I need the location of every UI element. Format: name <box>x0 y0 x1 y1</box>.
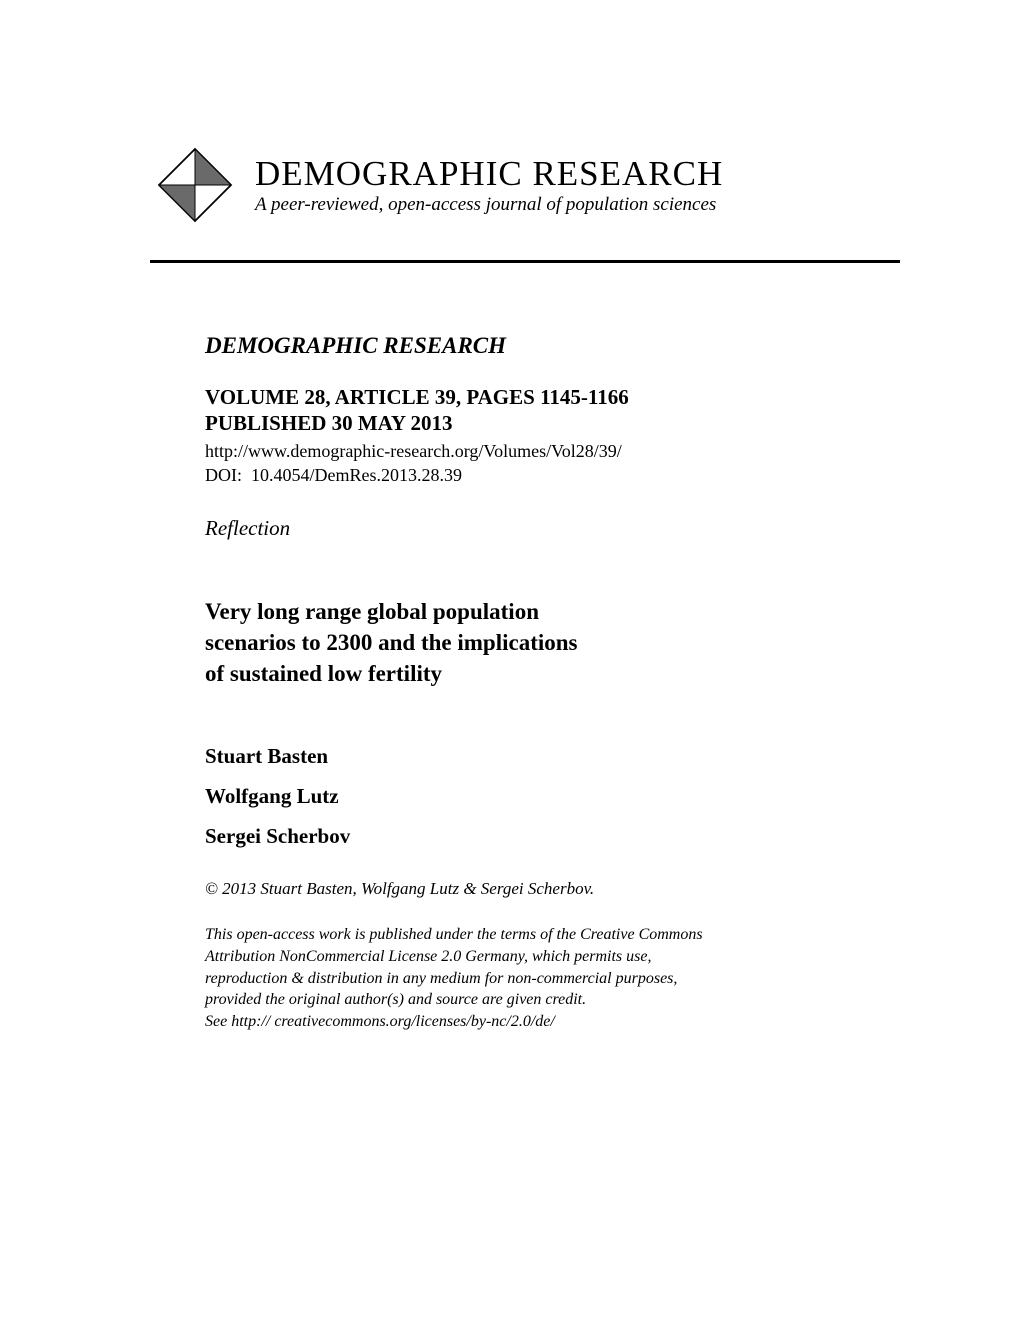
logo-subtitle: A peer-reviewed, open-access journal of … <box>255 194 723 216</box>
published-date: PUBLISHED 30 MAY 2013 <box>205 411 780 436</box>
header-divider <box>150 260 900 263</box>
logo-title: DEMOGRAPHIC RESEARCH <box>255 154 723 194</box>
license-line: See http:// creativecommons.org/licenses… <box>205 1011 780 1033</box>
volume-info: VOLUME 28, ARTICLE 39, PAGES 1145-1166 <box>205 384 780 411</box>
journal-logo-icon <box>150 140 240 230</box>
article-content: DEMOGRAPHIC RESEARCH VOLUME 28, ARTICLE … <box>150 333 900 1032</box>
license-text: This open-access work is published under… <box>205 924 780 1032</box>
author-name: Sergei Scherbov <box>205 824 780 849</box>
journal-logo-header: DEMOGRAPHIC RESEARCH A peer-reviewed, op… <box>150 140 900 230</box>
article-type: Reflection <box>205 516 780 541</box>
license-line: Attribution NonCommercial License 2.0 Ge… <box>205 946 780 968</box>
author-name: Stuart Basten <box>205 744 780 769</box>
article-title: Very long range global population scenar… <box>205 596 780 689</box>
authors-block: Stuart Basten Wolfgang Lutz Sergei Scher… <box>205 744 780 849</box>
article-doi: DOI: 10.4054/DemRes.2013.28.39 <box>205 465 780 486</box>
article-title-line: of sustained low fertility <box>205 658 780 689</box>
article-url: http://www.demographic-research.org/Volu… <box>205 441 780 462</box>
article-title-line: scenarios to 2300 and the implications <box>205 627 780 658</box>
logo-text-group: DEMOGRAPHIC RESEARCH A peer-reviewed, op… <box>255 154 723 216</box>
doi-value: 10.4054/DemRes.2013.28.39 <box>251 465 462 485</box>
doi-label: DOI: <box>205 465 242 485</box>
license-line: provided the original author(s) and sour… <box>205 989 780 1011</box>
license-line: reproduction & distribution in any mediu… <box>205 968 780 990</box>
article-title-line: Very long range global population <box>205 596 780 627</box>
author-name: Wolfgang Lutz <box>205 784 780 809</box>
license-line: This open-access work is published under… <box>205 924 780 946</box>
journal-heading: DEMOGRAPHIC RESEARCH <box>205 333 780 359</box>
copyright-notice: © 2013 Stuart Basten, Wolfgang Lutz & Se… <box>205 879 780 899</box>
